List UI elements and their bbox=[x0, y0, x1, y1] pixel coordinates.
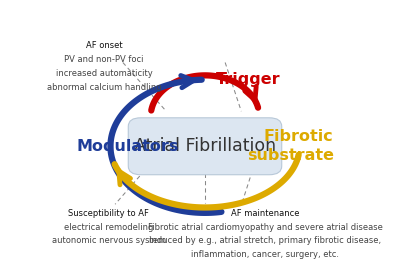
Text: inflammation, cancer, surgery, etc.: inflammation, cancer, surgery, etc. bbox=[192, 251, 340, 259]
Text: increased automaticity: increased automaticity bbox=[56, 69, 153, 78]
Text: abnormal calcium handling: abnormal calcium handling bbox=[47, 83, 162, 92]
Text: AF maintenance: AF maintenance bbox=[231, 209, 300, 218]
Text: PV and non-PV foci: PV and non-PV foci bbox=[64, 55, 144, 64]
Text: Modulators: Modulators bbox=[76, 139, 179, 154]
Text: Fibrotic
substrate: Fibrotic substrate bbox=[247, 129, 334, 163]
Text: electrical remodeling: electrical remodeling bbox=[64, 223, 154, 232]
Text: autonomic nervous system: autonomic nervous system bbox=[52, 237, 166, 246]
Text: Fibrotic atrial cardiomyopathy and severe atrial disease: Fibrotic atrial cardiomyopathy and sever… bbox=[148, 223, 383, 232]
Text: Trigger: Trigger bbox=[216, 72, 280, 87]
Text: Atrial Fibrillation: Atrial Fibrillation bbox=[134, 137, 276, 155]
Text: AF onset: AF onset bbox=[86, 41, 122, 50]
Text: induced by e.g., atrial stretch, primary fibrotic disease,: induced by e.g., atrial stretch, primary… bbox=[149, 237, 382, 246]
FancyBboxPatch shape bbox=[128, 118, 282, 175]
Text: Susceptibility to AF: Susceptibility to AF bbox=[68, 209, 149, 218]
